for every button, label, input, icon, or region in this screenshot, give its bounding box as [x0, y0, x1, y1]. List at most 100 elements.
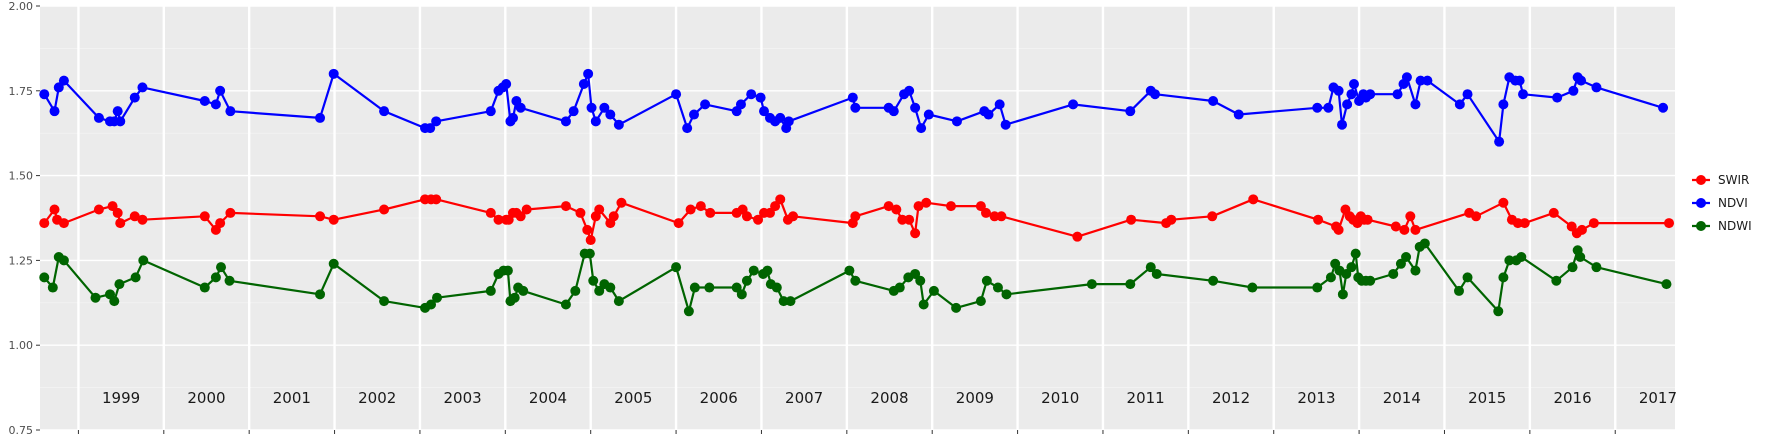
- swir-data-point: [975, 201, 986, 212]
- swir-data-point: [594, 204, 605, 215]
- ndvi-data-point: [850, 102, 861, 113]
- ndvi-data-point: [689, 109, 699, 120]
- ndvi-data-point: [112, 106, 123, 117]
- year-label: 2017: [1639, 389, 1677, 407]
- ndvi-data-point: [129, 92, 140, 103]
- swir-data-point: [115, 218, 126, 229]
- ndwi-data-point: [328, 258, 339, 269]
- ndvi-data-point: [215, 85, 226, 96]
- ndvi-data-point: [1000, 119, 1011, 130]
- ndvi-data-point: [1233, 109, 1244, 120]
- swir-data-point: [1072, 231, 1083, 242]
- ndwi-data-point: [39, 272, 50, 283]
- swir-data-point: [891, 204, 902, 215]
- y-tick-label: 1.75: [9, 85, 34, 98]
- swir-data-point: [1399, 224, 1410, 235]
- swir-data-point: [910, 228, 921, 239]
- year-label: 2003: [444, 389, 482, 407]
- legend-label-ndvi: NDVI: [1718, 196, 1748, 210]
- ndwi-data-point: [1453, 285, 1464, 296]
- ndvi-data-point: [1568, 85, 1579, 96]
- ndwi-data-point: [605, 282, 616, 293]
- ndvi-data-point: [700, 99, 711, 110]
- ndwi-data-point: [1365, 275, 1376, 286]
- ndwi-data-point: [951, 302, 962, 313]
- ndvi-data-point: [888, 106, 899, 117]
- ndvi-data-point: [93, 112, 104, 123]
- swir-data-point: [582, 224, 593, 235]
- ndvi-data-point: [1365, 89, 1376, 100]
- ndwi-data-point: [90, 292, 101, 303]
- year-label: 2013: [1297, 389, 1335, 407]
- swir-data-point: [485, 207, 496, 218]
- swir-data-point: [1410, 224, 1421, 235]
- swir-data-point: [921, 197, 932, 208]
- ndvi-data-point: [425, 123, 436, 134]
- swir-data-point: [897, 214, 908, 225]
- ndwi-data-point: [1325, 272, 1336, 283]
- ndwi-data-point: [1337, 289, 1348, 300]
- swir-data-point: [883, 201, 894, 212]
- ndwi-data-point: [379, 296, 390, 307]
- ndvi-data-point: [994, 99, 1005, 110]
- ndvi-data-point: [1494, 136, 1505, 147]
- swir-data-point: [850, 211, 861, 222]
- swir-data-point: [515, 211, 526, 222]
- swir-data-point: [788, 211, 799, 222]
- ndwi-data-point: [109, 296, 120, 307]
- swir-data-point: [1333, 224, 1344, 235]
- ndvi-data-point: [328, 68, 339, 79]
- ndwi-data-point: [910, 268, 921, 279]
- ndwi-data-point: [1312, 282, 1323, 293]
- ndvi-data-point: [379, 106, 390, 117]
- ndvi-data-point: [586, 102, 597, 113]
- year-label: 2012: [1212, 389, 1250, 407]
- swir-data-point: [107, 201, 118, 212]
- ndvi-data-point: [210, 99, 221, 110]
- ndwi-data-point: [432, 292, 443, 303]
- ndwi-data-point: [683, 306, 694, 317]
- series-layer: [39, 68, 1675, 317]
- ndwi-data-point: [1001, 289, 1012, 300]
- swir-data-point: [1664, 218, 1675, 229]
- swir-data-point: [608, 211, 619, 222]
- legend-label-swir: SWIR: [1718, 173, 1749, 187]
- axis-layer: 0.75 1.00 1.25 1.50 1.75 2.00 1999 2000 2001 2002…: [9, 0, 1678, 437]
- ndvi-data-point: [1337, 119, 1348, 130]
- swir-data-point: [112, 207, 123, 218]
- ndwi-data-point: [1575, 252, 1586, 263]
- ndwi-data-point: [224, 275, 235, 286]
- ndwi-data-point: [485, 285, 496, 296]
- ndwi-data-point: [509, 292, 520, 303]
- y-tick-label: 1.25: [9, 254, 34, 267]
- swir-data-point: [379, 204, 390, 215]
- swir-data-point: [585, 235, 596, 246]
- legend-key-point-ndwi: [1696, 221, 1706, 231]
- swir-data-point: [225, 207, 236, 218]
- swir-data-point: [1248, 194, 1259, 205]
- swir-data-point: [775, 194, 786, 205]
- ndwi-data-point: [584, 248, 595, 259]
- year-label: 2009: [956, 389, 994, 407]
- legend-label-ndwi: NDWI: [1718, 219, 1752, 233]
- ndwi-data-point: [199, 282, 210, 293]
- swir-data-point: [1362, 214, 1373, 225]
- swir-data-point: [1207, 211, 1218, 222]
- ndvi-data-point: [755, 92, 766, 103]
- ndwi-data-point: [1567, 262, 1578, 273]
- swir-data-point: [1588, 218, 1599, 229]
- year-label: 2001: [273, 389, 311, 407]
- ndvi-data-point: [599, 102, 610, 113]
- swir-data-point: [705, 207, 716, 218]
- y-tick-label: 0.75: [9, 424, 34, 437]
- ndwi-data-point: [588, 275, 599, 286]
- ndwi-data-point: [518, 285, 529, 296]
- ndwi-data-point: [894, 282, 905, 293]
- ndwi-data-point: [47, 282, 58, 293]
- ndvi-data-point: [1658, 102, 1669, 113]
- ndvi-data-point: [1422, 75, 1433, 86]
- ndwi-data-point: [1493, 306, 1504, 317]
- legend-layer: SWIR NDVI NDWI: [1692, 173, 1752, 233]
- year-label: 2005: [614, 389, 652, 407]
